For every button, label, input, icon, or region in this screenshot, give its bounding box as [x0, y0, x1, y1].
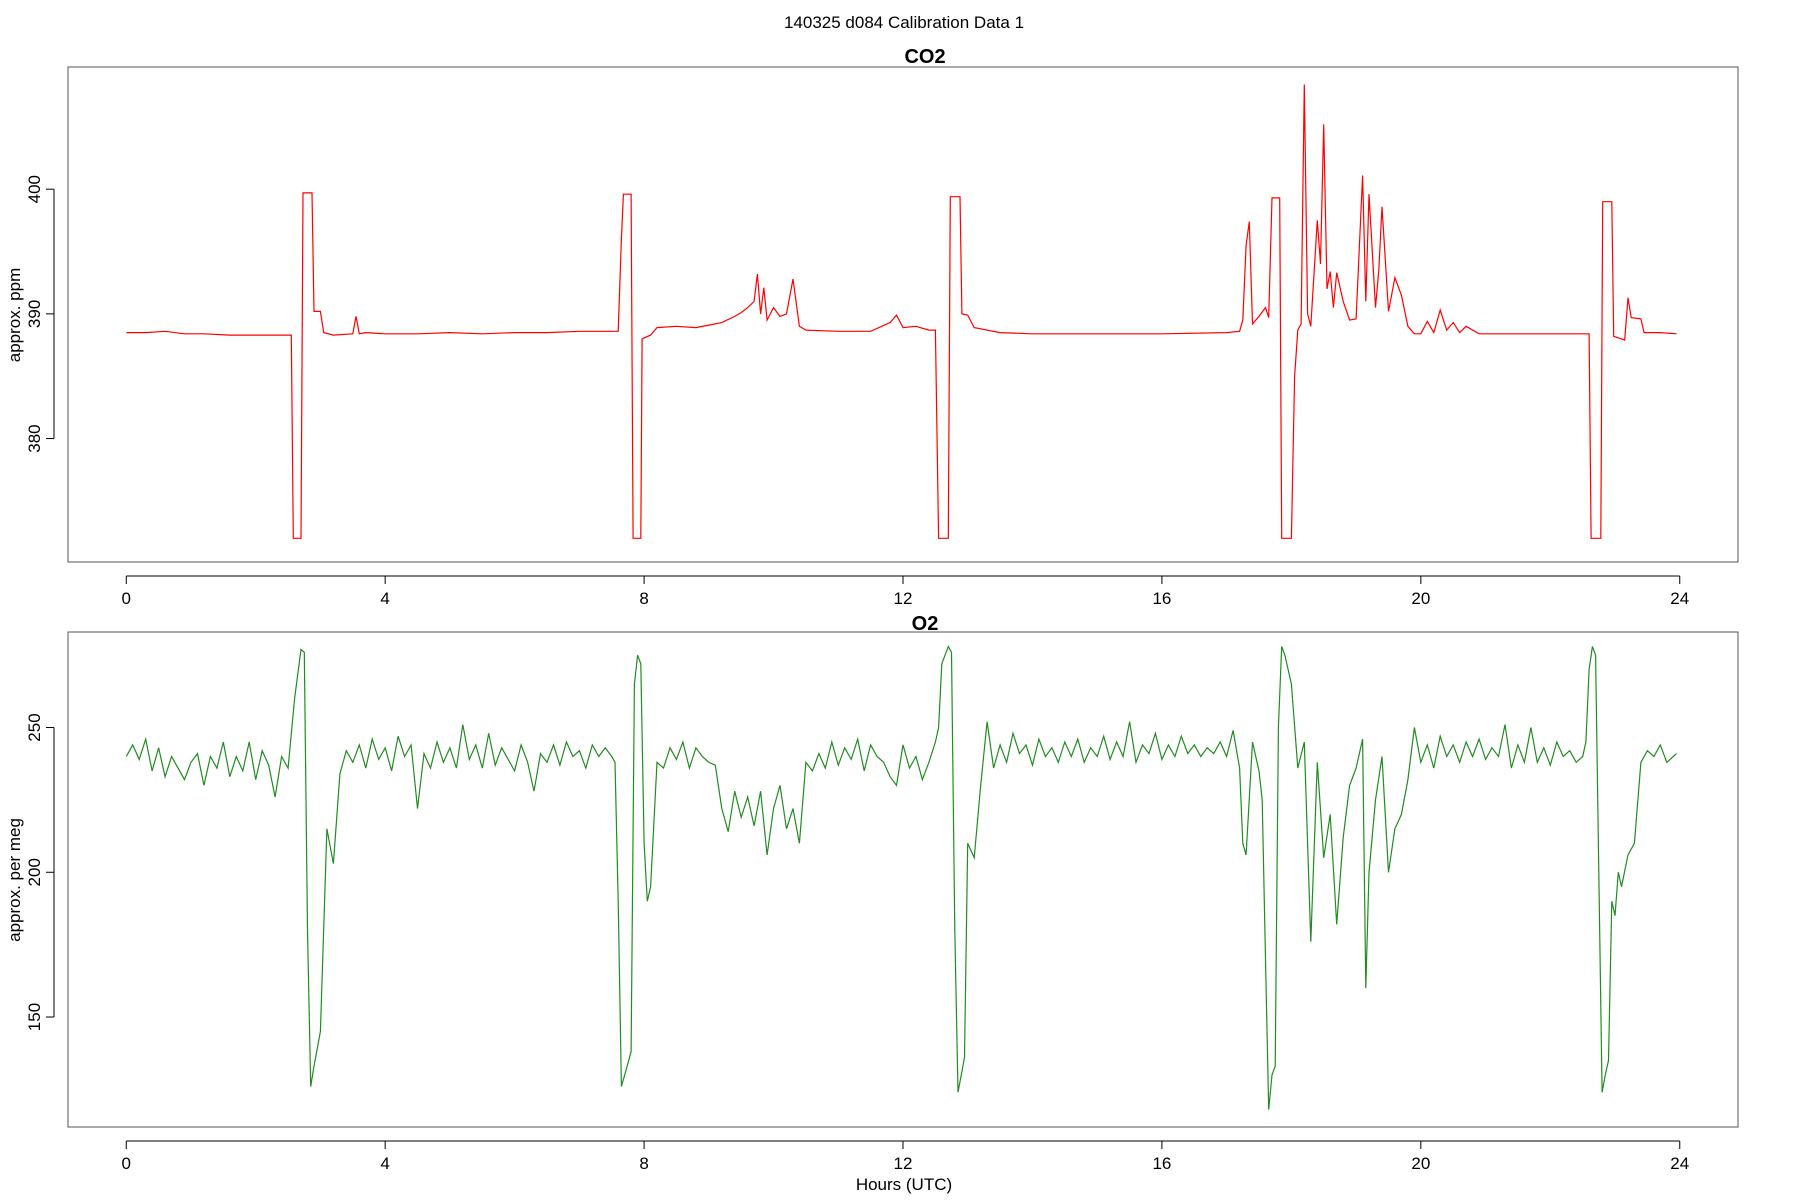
o2-y-axis-label: approx. per meg	[5, 818, 24, 942]
co2-y-tick-label: 400	[25, 175, 44, 203]
co2-y-axis: 380 390 400	[25, 175, 55, 453]
co2-y-tick-label: 390	[25, 300, 44, 328]
co2-y-axis-label: approx. ppm	[5, 268, 24, 363]
co2-x-tick-label: 20	[1411, 589, 1430, 608]
co2-x-tick-label: 0	[122, 589, 131, 608]
o2-y-tick-label: 250	[25, 713, 44, 741]
o2-x-tick-label: 8	[639, 1154, 648, 1173]
x-axis-title: Hours (UTC)	[856, 1175, 952, 1194]
co2-x-tick-label: 8	[639, 589, 648, 608]
co2-series-line	[126, 84, 1677, 539]
o2-y-tick-label: 150	[25, 1003, 44, 1031]
co2-x-axis: 0 4 8 12 16 20 24	[122, 575, 1689, 608]
o2-panel: O2 approx. per meg 0 4 8 12 16 20 24 150 200 250	[5, 613, 1739, 1173]
o2-x-tick-label: 4	[380, 1154, 389, 1173]
o2-x-tick-label: 12	[894, 1154, 913, 1173]
o2-x-tick-label: 20	[1411, 1154, 1430, 1173]
o2-x-tick-label: 24	[1670, 1154, 1689, 1173]
o2-x-tick-label: 0	[122, 1154, 131, 1173]
co2-y-tick-label: 380	[25, 424, 44, 452]
figure-suptitle: 140325 d084 Calibration Data 1	[784, 13, 1024, 32]
o2-y-axis: 150 200 250	[25, 713, 55, 1031]
co2-panel: CO2 approx. ppm 0 4 8 12 16 20 24 380 390 400	[5, 46, 1739, 608]
co2-panel-title: CO2	[904, 46, 945, 68]
o2-y-tick-label: 200	[25, 858, 44, 886]
o2-plot-frame	[67, 631, 1739, 1128]
o2-series-line	[125, 645, 1677, 1110]
o2-panel-title: O2	[912, 613, 939, 635]
o2-x-axis: 0 4 8 12 16 20 24	[122, 1140, 1689, 1173]
co2-x-tick-label: 12	[894, 589, 913, 608]
co2-x-tick-label: 16	[1152, 589, 1171, 608]
co2-x-tick-label: 4	[380, 589, 389, 608]
co2-x-tick-label: 24	[1670, 589, 1689, 608]
co2-plot-frame	[67, 66, 1739, 563]
o2-x-tick-label: 16	[1152, 1154, 1171, 1173]
